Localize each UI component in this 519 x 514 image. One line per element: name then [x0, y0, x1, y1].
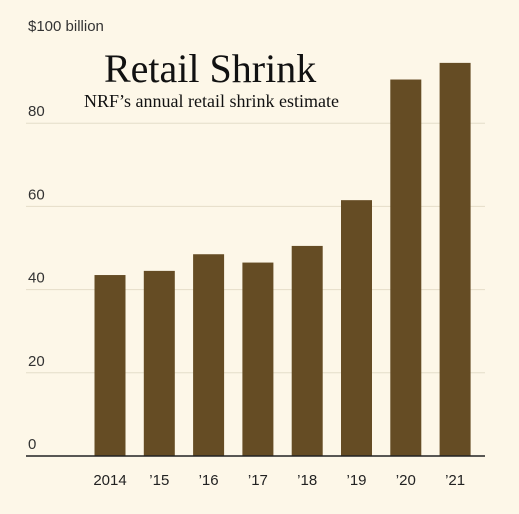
bar-7 — [439, 62, 471, 456]
bar-5 — [341, 200, 372, 456]
x-tick-label-4: ’18 — [297, 472, 317, 489]
bars — [94, 62, 471, 457]
bar-1 — [143, 270, 175, 456]
bar-2 — [193, 254, 225, 456]
y-unit-label: $100 billion — [28, 18, 104, 35]
y-tick-label-40: 40 — [28, 270, 45, 287]
bar-3 — [242, 262, 274, 456]
y-tick-label-60: 60 — [28, 186, 45, 203]
bar-0 — [94, 275, 126, 456]
x-tick-label-5: ’19 — [346, 472, 366, 489]
chart-subtitle: NRF’s annual retail shrink estimate — [84, 91, 339, 111]
y-tick-label-0: 0 — [28, 436, 36, 453]
chart-title: Retail Shrink — [104, 46, 316, 91]
y-tick-label-20: 20 — [28, 353, 45, 370]
x-tick-label-6: ’20 — [396, 472, 416, 489]
x-tick-label-2: ’16 — [199, 472, 219, 489]
y-tick-label-80: 80 — [28, 103, 45, 120]
x-tick-labels: 2014 ’15 ’16 ’17 ’18 ’19 ’20 ’21 — [93, 472, 465, 489]
x-tick-label-1: ’15 — [149, 472, 169, 489]
x-tick-label-7: ’21 — [445, 472, 465, 489]
x-tick-label-0: 2014 — [93, 472, 126, 489]
bar-4 — [291, 245, 323, 456]
y-tick-labels: 0 20 40 60 80 — [28, 103, 45, 453]
x-tick-label-3: ’17 — [248, 472, 268, 489]
bar-6 — [390, 79, 422, 457]
